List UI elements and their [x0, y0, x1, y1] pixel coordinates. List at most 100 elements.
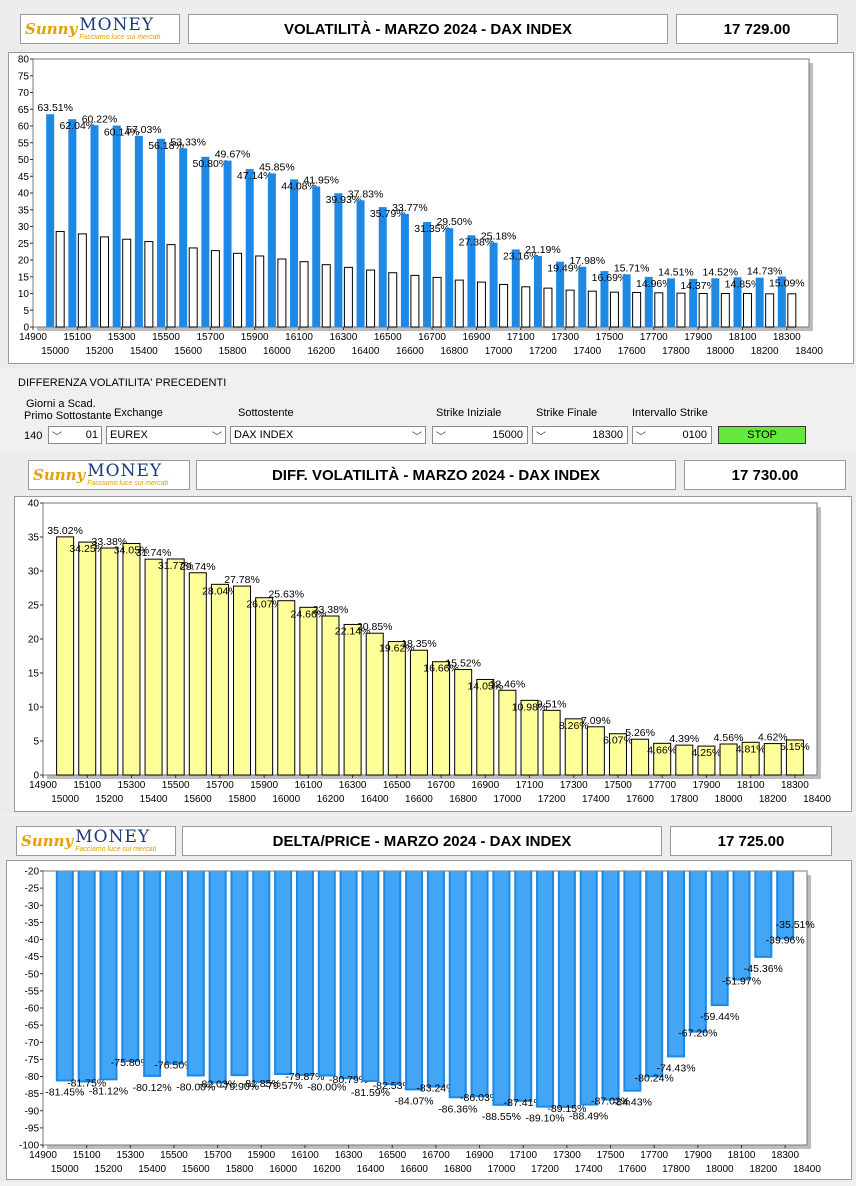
- y-tick-label: -85: [25, 1089, 40, 1100]
- x-tick-label: 18100: [728, 1150, 756, 1161]
- y-tick-label: 20: [18, 256, 30, 267]
- data-label: 18.35%: [401, 638, 437, 650]
- x-tick-label: 15800: [228, 794, 256, 805]
- bar: [188, 572, 207, 776]
- x-tick-label: 15800: [226, 1164, 254, 1175]
- diff-volatility-plot: 0 5 10 15 20 25 30 35 40 14900 15100 15300 15500 1570…: [14, 496, 852, 812]
- brand-sunny: Sunny: [25, 20, 78, 38]
- x-tick-label: 17900: [684, 1150, 712, 1161]
- data-label: -81.85%: [242, 1078, 281, 1090]
- x-tick-label: 15000: [51, 1164, 79, 1175]
- x-tick-label: 16900: [466, 1150, 494, 1161]
- x-tick-label: 15400: [140, 794, 168, 805]
- data-label: 6.07%: [603, 735, 633, 747]
- bar-highlight: [778, 871, 793, 938]
- data-label: 27.78%: [224, 574, 260, 586]
- bar-highlight: [734, 871, 749, 979]
- volatility-bar: [711, 278, 720, 327]
- bar: [520, 699, 539, 776]
- data-label: 35.79%: [370, 208, 406, 220]
- x-tick-label: 17300: [551, 332, 579, 343]
- bar-highlight: [647, 871, 662, 1076]
- bar-highlight: [428, 871, 443, 1086]
- bar-highlight: [166, 871, 181, 1063]
- data-label: -80.12%: [133, 1082, 172, 1094]
- x-tick-label: 15500: [162, 780, 190, 791]
- stop-button[interactable]: STOP: [718, 426, 806, 444]
- bar: [387, 641, 406, 776]
- y-tick-label: 15: [18, 272, 30, 283]
- strike-start-select[interactable]: ﹀ 15000: [432, 426, 528, 444]
- bar-highlight: [472, 871, 487, 1096]
- data-label: 44.08%: [281, 180, 317, 192]
- data-label: 5.26%: [625, 727, 655, 739]
- data-label: 33.77%: [392, 202, 428, 214]
- previous-volatility-bar: [188, 247, 198, 328]
- x-tick-label: 16300: [329, 332, 357, 343]
- data-label: 14.37%: [680, 280, 716, 292]
- x-tick-label: 17200: [531, 1164, 559, 1175]
- x-tick-label: 15700: [204, 1150, 232, 1161]
- bar: [56, 536, 75, 776]
- previous-volatility-bar: [255, 255, 265, 328]
- data-label: 25.63%: [268, 589, 304, 601]
- bar: [432, 661, 451, 776]
- strike-start-label: Strike Iniziale: [436, 407, 502, 419]
- data-label: -82.53%: [373, 1080, 412, 1092]
- data-label: 56.18%: [148, 140, 184, 152]
- x-tick-label: 17200: [538, 794, 566, 805]
- y-tick-label: 30: [28, 567, 40, 578]
- diff-volatility-chart: 0 5 10 15 20 25 30 35 40 14900 15100 15300 15500 1570…: [28, 499, 831, 806]
- bar-highlight: [232, 871, 247, 1075]
- x-tick-label: 15000: [51, 794, 79, 805]
- bar-highlight: [254, 871, 269, 1081]
- data-label: 20.85%: [357, 621, 393, 633]
- data-label: 10.98%: [512, 701, 548, 713]
- interval-select[interactable]: ﹀ 0100: [632, 426, 712, 444]
- previous-volatility-bar: [100, 236, 110, 328]
- data-label: -86.36%: [438, 1103, 477, 1115]
- data-label: -88.55%: [482, 1111, 521, 1123]
- previous-volatility-bar: [277, 258, 287, 328]
- x-tick-label: 17000: [487, 1164, 515, 1175]
- strike-end-label: Strike Finale: [536, 407, 598, 419]
- x-tick-label: 17000: [493, 794, 521, 805]
- data-label: 21.19%: [525, 244, 561, 256]
- y-tick-label: -90: [25, 1106, 40, 1117]
- brand-logo: Sunny MONEY Facciamo luce sui mercati: [16, 826, 176, 856]
- data-label: -82.03%: [198, 1078, 237, 1090]
- volatility-bar: [356, 200, 365, 327]
- y-tick-label: 50: [18, 155, 30, 166]
- x-tick-label: 16100: [294, 780, 322, 791]
- strike-end-select[interactable]: ﹀ 18300: [532, 426, 628, 444]
- underlying-value: DAX INDEX: [234, 429, 294, 441]
- data-label: -35.51%: [776, 919, 815, 931]
- bar-highlight: [407, 871, 422, 1089]
- data-label: 12.46%: [490, 678, 526, 690]
- data-label: 14.51%: [658, 266, 694, 278]
- data-label: -79.57%: [264, 1080, 303, 1092]
- bar: [122, 542, 141, 776]
- volatility-bar: [733, 277, 742, 327]
- chart-title: DIFF. VOLATILITÀ - MARZO 2024 - DAX INDE…: [196, 460, 676, 490]
- previous-volatility-bar: [765, 293, 775, 328]
- x-tick-label: 15200: [95, 794, 123, 805]
- data-label: 31.35%: [414, 223, 450, 235]
- bar-highlight: [494, 871, 509, 1104]
- x-tick-label: 16600: [400, 1164, 428, 1175]
- previous-volatility-bar: [233, 252, 243, 328]
- data-label: -76.50%: [154, 1060, 193, 1072]
- y-tick-label: 40: [18, 189, 30, 200]
- x-tick-label: 16000: [272, 794, 300, 805]
- brand-sunny: Sunny: [33, 466, 86, 484]
- y-tick-label: -20: [25, 867, 40, 878]
- chevron-down-icon: ﹀: [212, 432, 222, 443]
- x-tick-label: 17500: [596, 332, 624, 343]
- x-tick-label: 16900: [471, 780, 499, 791]
- x-tick-label: 16100: [291, 1150, 319, 1161]
- underlying-select[interactable]: DAX INDEX ﹀: [230, 426, 426, 444]
- bar: [498, 689, 517, 776]
- exchange-select[interactable]: EUREX ﹀: [106, 426, 226, 444]
- data-label: 60.22%: [82, 113, 118, 125]
- days-select[interactable]: ﹀ 01: [48, 426, 102, 444]
